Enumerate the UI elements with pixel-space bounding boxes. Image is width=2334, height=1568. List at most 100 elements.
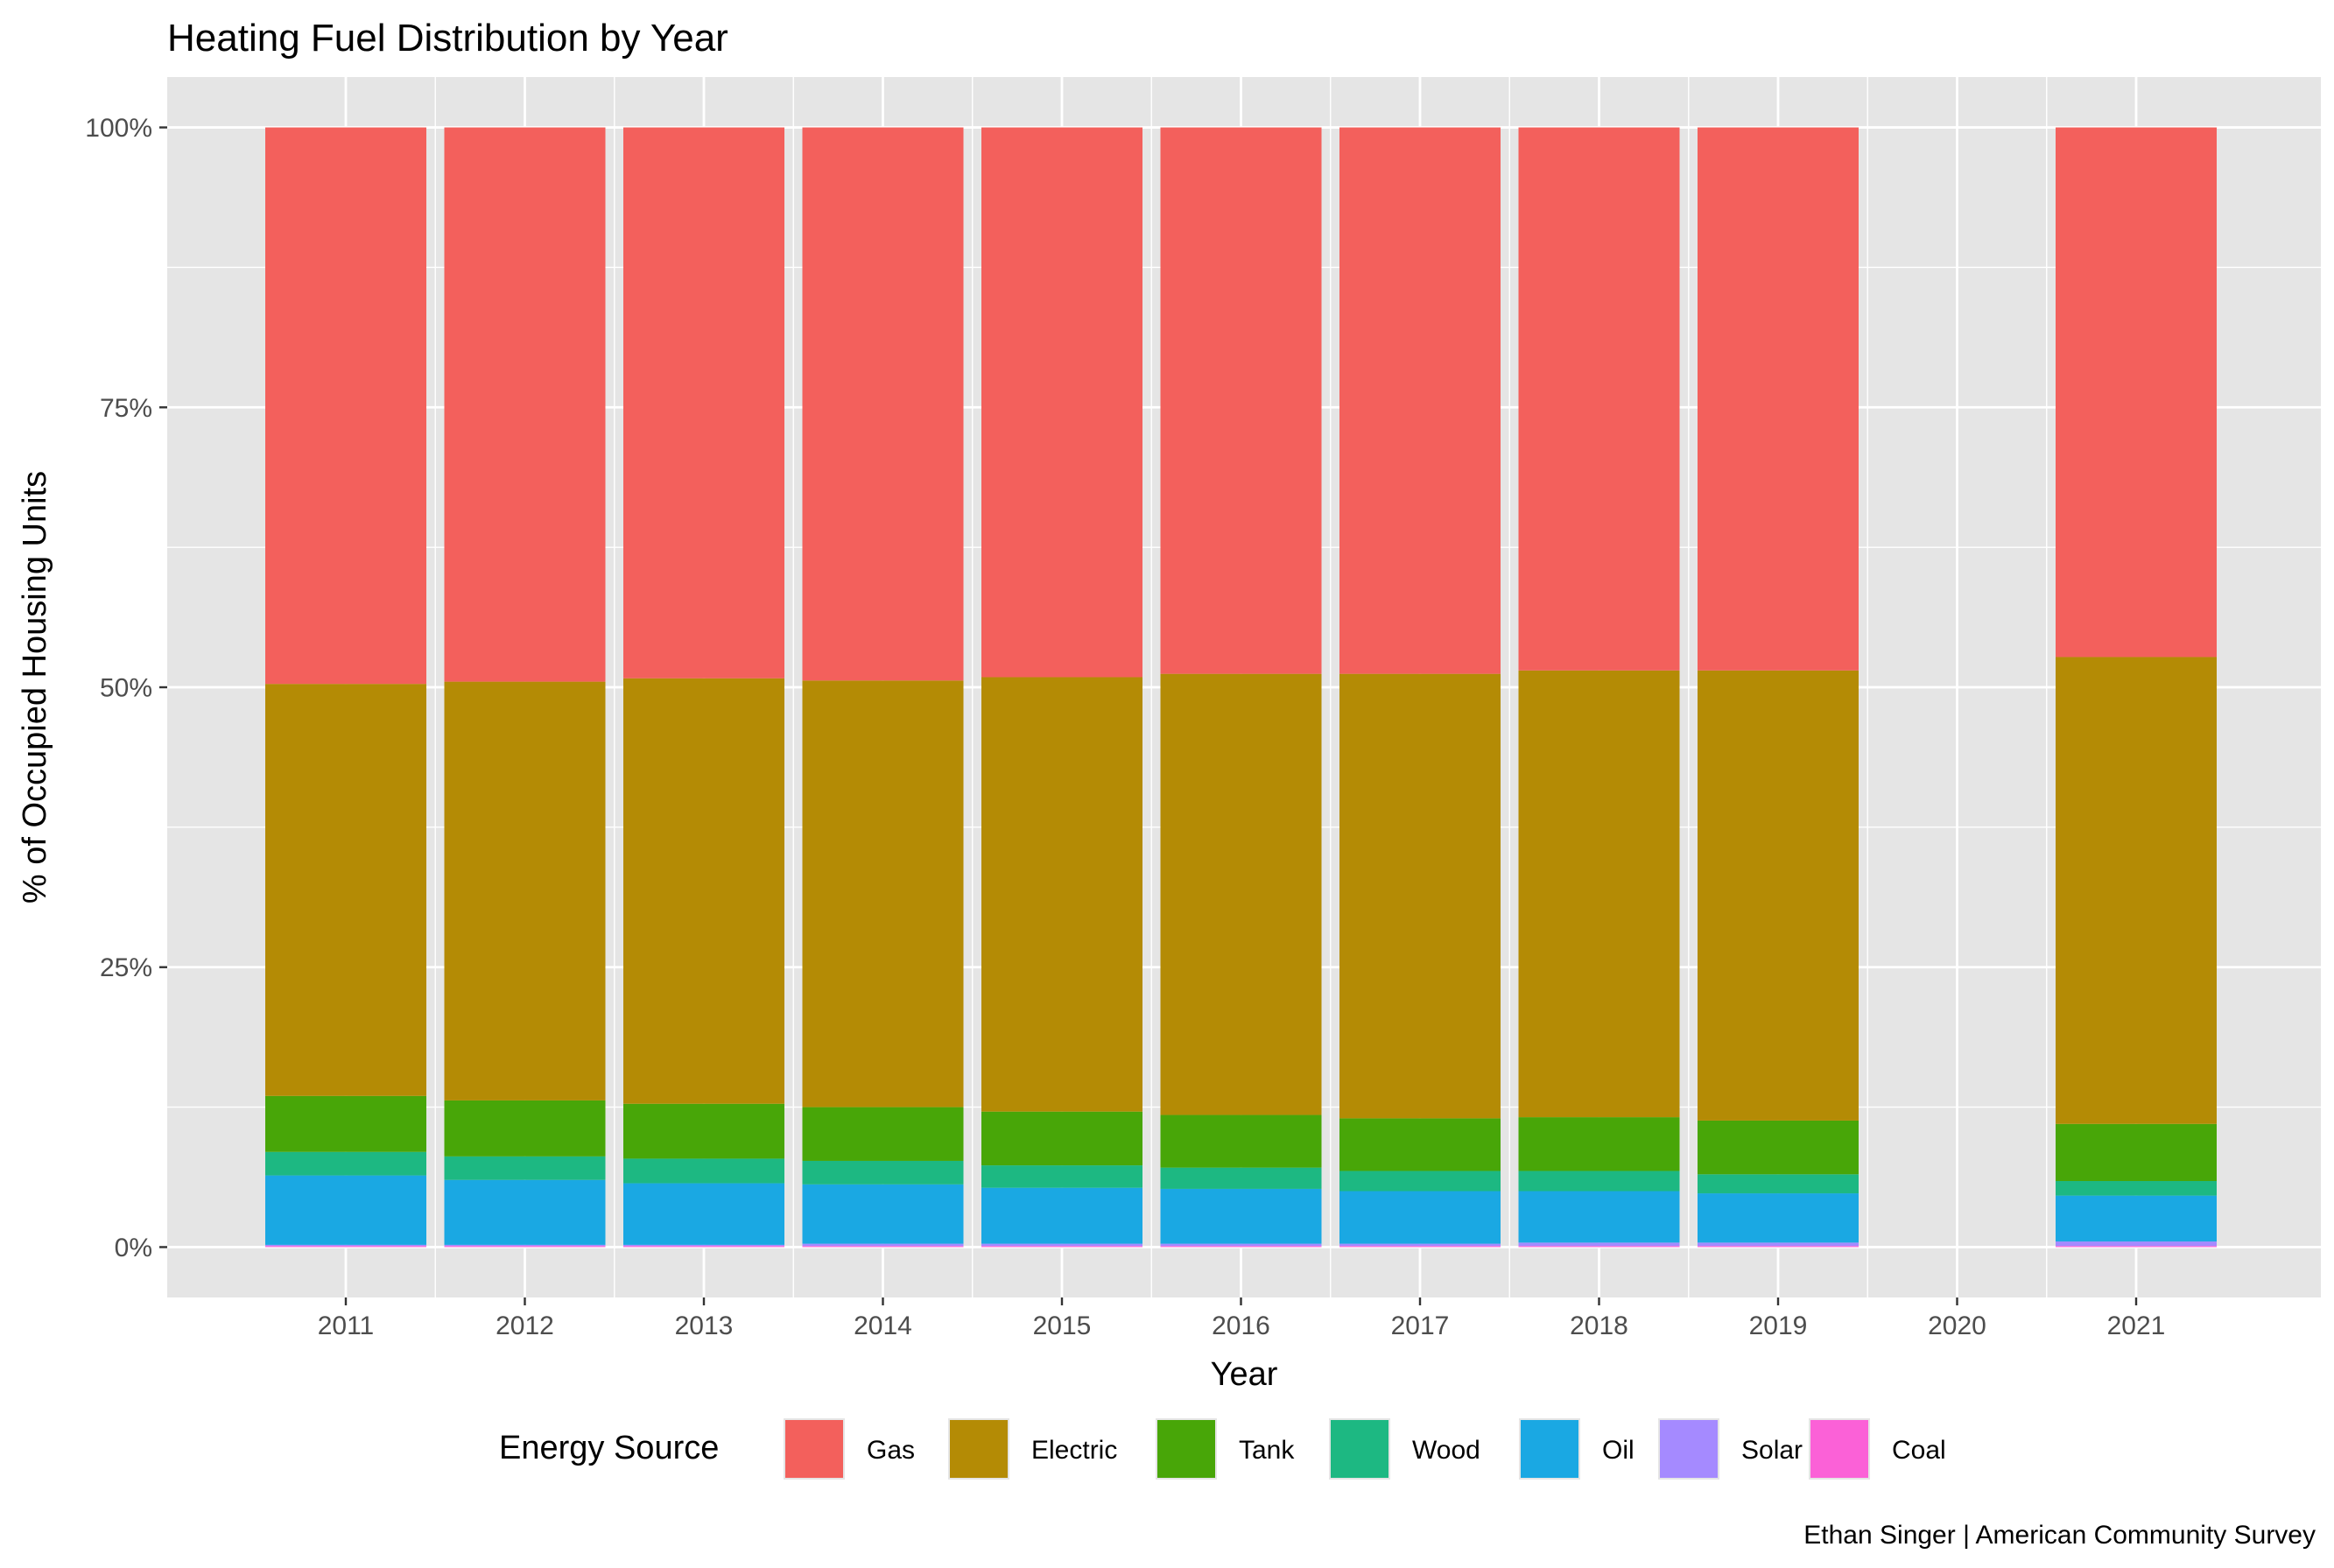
x-tick-label: 2012 (496, 1311, 554, 1340)
bar-segment-electric-2017 (1339, 673, 1501, 1119)
bar-segment-gas-2013 (623, 127, 784, 679)
bar-segment-tank-2014 (802, 1107, 964, 1161)
legend-swatch-oil (1521, 1420, 1578, 1478)
bar-segment-coal-2011 (265, 1246, 426, 1248)
legend-label-wood: Wood (1412, 1436, 1480, 1465)
legend-title: Energy Source (499, 1430, 719, 1466)
y-axis: 0% 25% 50% 75% 100% (85, 114, 167, 1262)
bar-segment-wood-2017 (1339, 1171, 1501, 1192)
x-tick-label: 2021 (2107, 1311, 2166, 1340)
bar-segment-gas-2011 (265, 127, 426, 685)
bar-segment-wood-2011 (265, 1151, 426, 1176)
bar-segment-wood-2019 (1698, 1174, 1859, 1194)
bar-segment-oil-2019 (1698, 1193, 1859, 1243)
bar-segment-oil-2015 (981, 1187, 1142, 1244)
legend-label-electric: Electric (1031, 1436, 1117, 1465)
bar-segment-electric-2018 (1518, 670, 1680, 1118)
y-axis-title: % of Occupied Housing Units (17, 471, 53, 904)
legend-swatch-solar (1660, 1420, 1718, 1478)
bar-segment-coal-2017 (1339, 1246, 1501, 1248)
bar-segment-solar-2018 (1518, 1242, 1680, 1247)
bar-segment-tank-2018 (1518, 1117, 1680, 1171)
bar-segment-oil-2012 (444, 1179, 606, 1245)
bar-segment-solar-2021 (2056, 1241, 2217, 1247)
bar-segment-electric-2012 (444, 681, 606, 1100)
bar-segment-tank-2013 (623, 1103, 784, 1159)
legend-swatch-coal (1810, 1420, 1868, 1478)
bar-segment-tank-2015 (981, 1111, 1142, 1166)
bar-segment-oil-2018 (1518, 1191, 1680, 1243)
bar-segment-tank-2021 (2056, 1123, 2217, 1181)
bar-segment-oil-2017 (1339, 1191, 1501, 1244)
x-tick-label: 2013 (675, 1311, 734, 1340)
legend-label-tank: Tank (1239, 1436, 1295, 1465)
legend-swatch-tank (1157, 1420, 1215, 1478)
bar-segment-tank-2012 (444, 1100, 606, 1157)
x-tick-label: 2016 (1212, 1311, 1270, 1340)
bar-segment-solar-2017 (1339, 1243, 1501, 1247)
bar-segment-gas-2014 (802, 127, 964, 681)
y-tick-label: 25% (100, 953, 152, 982)
y-tick-label: 75% (100, 394, 152, 423)
x-axis: 2011 2012 2013 2014 2015 2016 2017 2018 2019 2020… (318, 1297, 2166, 1340)
bar-segment-gas-2016 (1160, 127, 1322, 674)
bar-segment-gas-2021 (2056, 127, 2217, 657)
bar-segment-coal-2018 (1518, 1246, 1680, 1248)
bar-segment-solar-2015 (981, 1243, 1142, 1247)
bar-segment-wood-2021 (2056, 1180, 2217, 1196)
bar-segment-coal-2012 (444, 1246, 606, 1248)
bar-segment-electric-2015 (981, 677, 1142, 1112)
x-tick-label: 2017 (1391, 1311, 1450, 1340)
bar-segment-gas-2017 (1339, 127, 1501, 674)
legend-label-coal: Coal (1892, 1436, 1946, 1465)
legend-swatch-wood (1331, 1420, 1388, 1478)
bar-stacks (265, 127, 2217, 1248)
bar-segment-solar-2019 (1698, 1242, 1859, 1247)
bar-segment-oil-2013 (623, 1183, 784, 1245)
y-tick-label: 0% (115, 1234, 152, 1262)
bar-segment-oil-2011 (265, 1175, 426, 1245)
bar-segment-tank-2017 (1339, 1118, 1501, 1171)
bar-segment-solar-2012 (444, 1244, 606, 1247)
bar-segment-gas-2018 (1518, 127, 1680, 671)
bar-segment-wood-2018 (1518, 1171, 1680, 1192)
x-tick-label: 2011 (318, 1311, 375, 1340)
bar-segment-gas-2019 (1698, 127, 1859, 671)
bar-segment-wood-2012 (444, 1156, 606, 1180)
bar-segment-wood-2015 (981, 1165, 1142, 1188)
bar-segment-coal-2015 (981, 1246, 1142, 1248)
bar-segment-electric-2021 (2056, 657, 2217, 1124)
bar-segment-gas-2012 (444, 127, 606, 682)
bar-segment-oil-2016 (1160, 1188, 1322, 1244)
bar-segment-coal-2014 (802, 1246, 964, 1248)
chart-caption: Ethan Singer | American Community Survey (1803, 1521, 2316, 1550)
legend-label-gas: Gas (867, 1436, 915, 1465)
bar-segment-solar-2016 (1160, 1243, 1322, 1247)
legend-label-oil: Oil (1602, 1436, 1635, 1465)
x-tick-label: 2020 (1928, 1311, 1986, 1340)
bar-segment-tank-2011 (265, 1095, 426, 1152)
bar-segment-electric-2014 (802, 680, 964, 1107)
bar-segment-solar-2013 (623, 1244, 784, 1247)
bar-segment-coal-2016 (1160, 1246, 1322, 1248)
bar-segment-wood-2016 (1160, 1167, 1322, 1189)
legend-swatch-electric (950, 1420, 1008, 1478)
bar-segment-electric-2019 (1698, 670, 1859, 1121)
bar-segment-solar-2011 (265, 1244, 426, 1247)
chart-title: Heating Fuel Distribution by Year (167, 17, 728, 60)
bar-segment-coal-2021 (2056, 1246, 2217, 1248)
bar-segment-oil-2014 (802, 1184, 964, 1244)
x-tick-label: 2014 (854, 1311, 912, 1340)
bar-segment-coal-2013 (623, 1246, 784, 1248)
y-tick-label: 100% (85, 114, 152, 143)
bar-segment-electric-2016 (1160, 673, 1322, 1115)
legend-swatch-gas (785, 1420, 843, 1478)
bar-segment-electric-2013 (623, 678, 784, 1104)
legend: Energy Source Gas Electric Tank Wood Oil Solar… (499, 1418, 1946, 1480)
bar-segment-wood-2013 (623, 1158, 784, 1184)
bar-segment-oil-2021 (2056, 1195, 2217, 1242)
bar-segment-electric-2011 (265, 684, 426, 1096)
bar-segment-wood-2014 (802, 1160, 964, 1185)
y-tick-label: 50% (100, 674, 152, 703)
